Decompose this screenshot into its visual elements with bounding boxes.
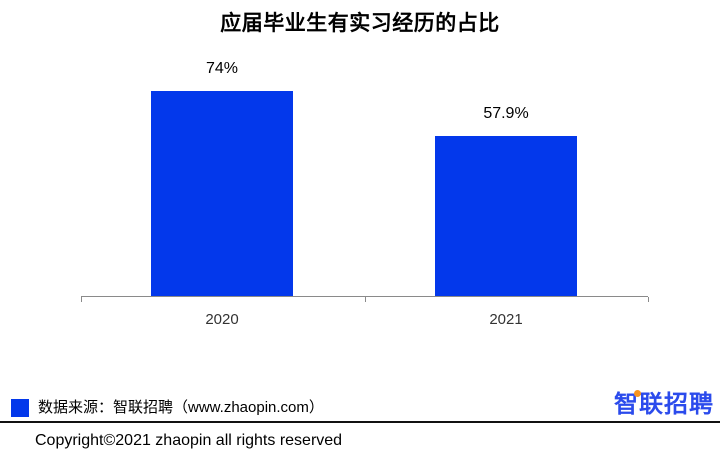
x-axis-label: 2021	[489, 311, 523, 328]
x-axis-tick	[365, 297, 366, 302]
legend-swatch	[11, 399, 29, 417]
data-source-text: 数据来源：智联招聘（www.zhaopin.com）	[38, 399, 324, 416]
bar-value-label: 57.9%	[483, 105, 529, 122]
chart-title: 应届毕业生有实习经历的占比	[220, 12, 500, 35]
logo-rest-chars: 联招聘	[639, 391, 714, 418]
bar-2020	[151, 91, 293, 296]
separator-line	[0, 421, 720, 423]
bar-2021	[435, 136, 577, 296]
x-axis-tick	[81, 297, 82, 302]
x-axis-label: 2020	[205, 311, 239, 328]
logo-first-char: 智	[614, 390, 641, 418]
zhaopin-logo: 智联招聘	[614, 390, 714, 418]
x-axis-line	[81, 296, 648, 297]
bar-value-label: 74%	[205, 60, 239, 77]
copyright-text: Copyright©2021 zhaopin all rights reserv…	[35, 432, 343, 449]
x-axis-tick	[648, 297, 649, 302]
logo-orange-dot-icon	[634, 390, 641, 397]
